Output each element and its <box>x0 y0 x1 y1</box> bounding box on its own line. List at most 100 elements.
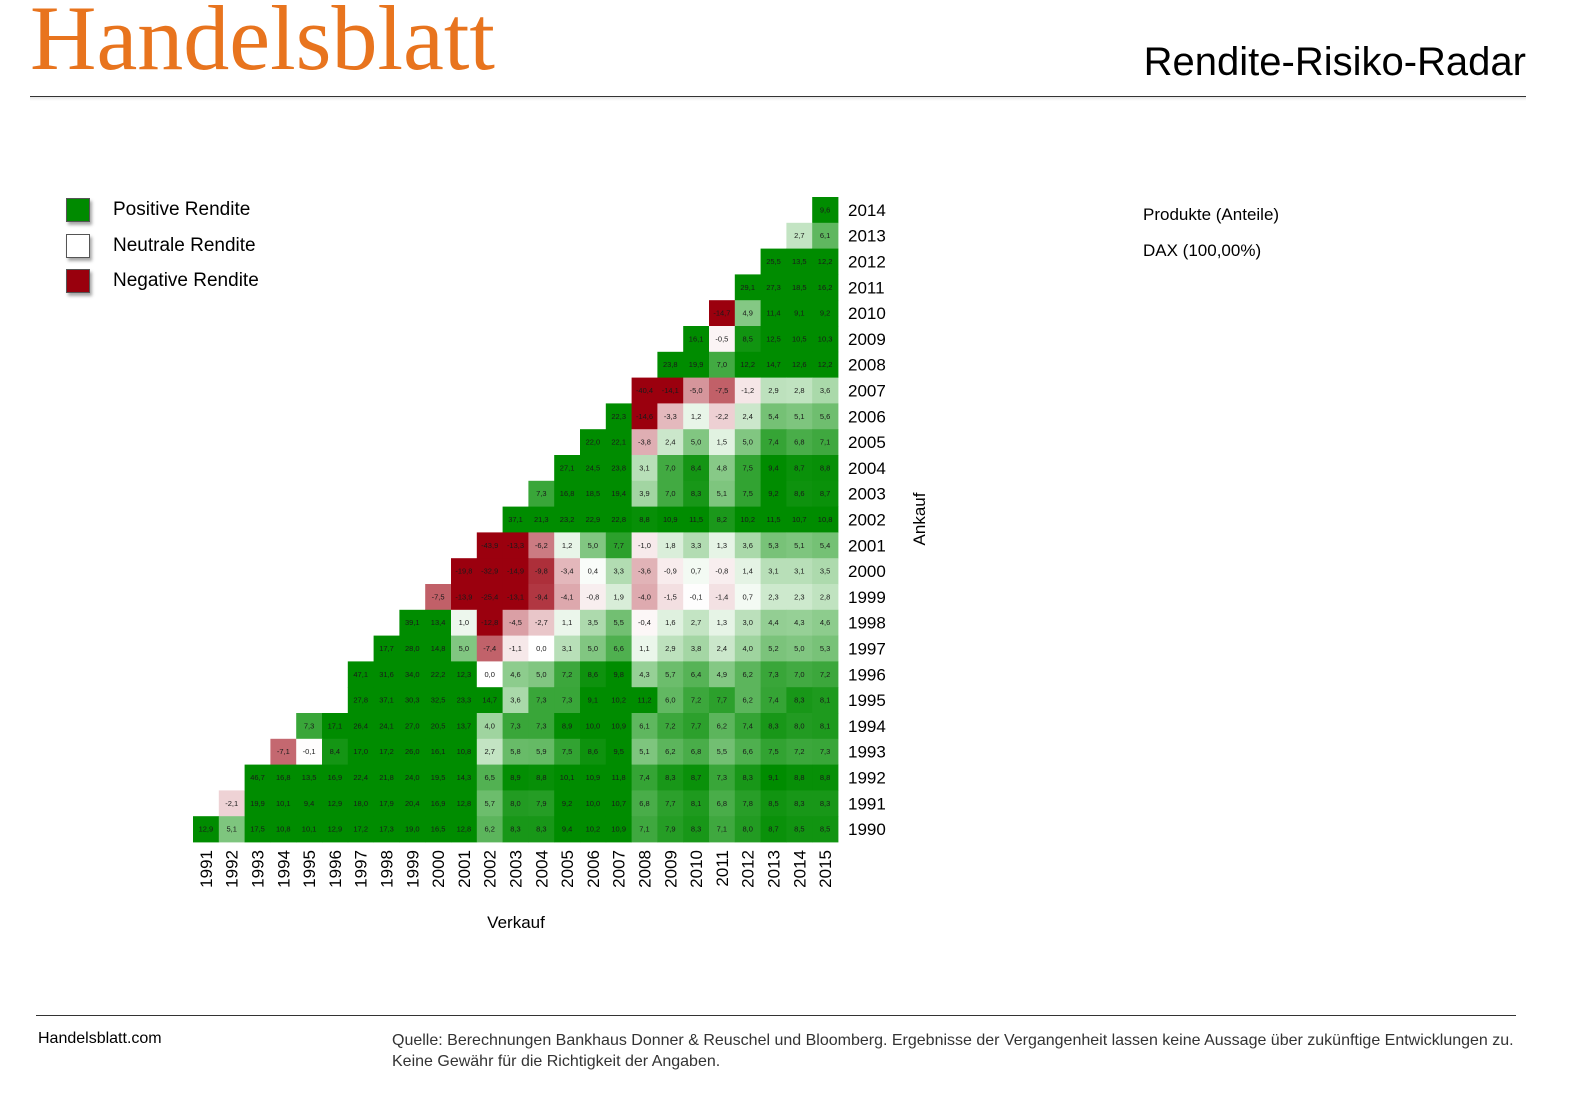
y-tick-label: 1992 <box>848 769 886 788</box>
heatmap-cell-label: -4,0 <box>638 592 651 601</box>
heatmap-cell-label: 6,2 <box>742 696 752 705</box>
heatmap-cell <box>528 480 555 507</box>
y-tick-label: 1990 <box>848 820 886 839</box>
heatmap-cell <box>709 816 736 843</box>
heatmap-cell <box>786 532 813 559</box>
heatmap-cell <box>554 609 581 636</box>
heatmap-cell-label: 5,1 <box>226 825 236 834</box>
heatmap-cell-label: 3,6 <box>510 696 520 705</box>
heatmap-cell <box>760 274 787 301</box>
heatmap-cell-label: 5,6 <box>820 412 830 421</box>
heatmap-cell <box>683 661 710 688</box>
heatmap-cell-label: 23,8 <box>611 463 626 472</box>
heatmap-cell-label: 7,1 <box>717 825 727 834</box>
heatmap-cell-label: -40,4 <box>636 386 653 395</box>
heatmap-cell-label: -0,8 <box>715 567 728 576</box>
heatmap-cell-label: 13,4 <box>431 618 446 627</box>
heatmap-cell <box>786 222 813 249</box>
heatmap-cell <box>528 609 555 636</box>
heatmap-cell-label: 8,0 <box>794 721 804 730</box>
heatmap-cell-label: -14,9 <box>507 567 524 576</box>
heatmap-cell-label: 19,9 <box>250 799 265 808</box>
heatmap-cell-label: 3,6 <box>820 386 830 395</box>
heatmap-cell <box>347 713 374 740</box>
heatmap-cell <box>631 738 658 765</box>
heatmap-cell-label: 18,5 <box>586 489 601 498</box>
heatmap-cell-label: 5,4 <box>768 412 778 421</box>
heatmap-cell <box>760 687 787 714</box>
heatmap-cell-label: 37,1 <box>379 696 394 705</box>
heatmap-cell <box>605 455 632 482</box>
heatmap-cell <box>812 532 839 559</box>
heatmap-cell-label: 1,8 <box>665 541 675 550</box>
y-tick-label: 1999 <box>848 588 886 607</box>
heatmap-cell <box>373 790 400 817</box>
heatmap-cell <box>476 635 503 662</box>
heatmap-cell <box>812 351 839 378</box>
heatmap-cell <box>554 764 581 791</box>
handelsblatt-logo[interactable]: Handelsblatt <box>30 0 495 89</box>
heatmap-cell <box>476 609 503 636</box>
heatmap-cell <box>580 713 607 740</box>
heatmap-cell-label: 22,1 <box>611 438 626 447</box>
heatmap-cell-label: 11,5 <box>766 515 780 524</box>
heatmap-cell-label: 12,8 <box>457 799 472 808</box>
heatmap-cell-label: 6,5 <box>484 773 494 782</box>
heatmap-cell-label: 2,9 <box>665 644 675 653</box>
heatmap-cell-label: 4,0 <box>742 644 752 653</box>
heatmap-cell <box>709 558 736 585</box>
heatmap-cell-label: 17,0 <box>353 747 368 756</box>
heatmap-cell-label: 1,2 <box>562 541 572 550</box>
heatmap-cell-label: 27,0 <box>405 721 420 730</box>
x-tick-label: 2004 <box>532 850 551 888</box>
heatmap-cell-label: 22,3 <box>611 412 626 421</box>
heatmap-cell-label: 8,8 <box>536 773 546 782</box>
x-tick-label: 2005 <box>558 850 577 888</box>
heatmap-cell-label: 6,2 <box>717 721 727 730</box>
heatmap-cell <box>812 816 839 843</box>
products-item: DAX (100,00%) <box>1143 241 1262 260</box>
heatmap-cell-label: 14,7 <box>482 696 497 705</box>
heatmap-cell-label: 22,9 <box>586 515 601 524</box>
heatmap-cell <box>605 403 632 430</box>
heatmap-cell <box>631 609 658 636</box>
heatmap-cell-label: 10,1 <box>560 773 575 782</box>
heatmap-cell <box>605 661 632 688</box>
heatmap-cell-label: -7,1 <box>277 747 290 756</box>
heatmap-cell <box>554 661 581 688</box>
heatmap-cell <box>631 816 658 843</box>
footer-site-link[interactable]: Handelsblatt.com <box>38 1030 162 1047</box>
x-tick-label: 2001 <box>455 850 474 888</box>
heatmap-cell <box>502 764 529 791</box>
heatmap-cell-label: 2,9 <box>768 386 778 395</box>
heatmap-cell <box>502 816 529 843</box>
heatmap-cell-label: 4,0 <box>484 721 494 730</box>
heatmap-cell-label: 8,5 <box>794 825 804 834</box>
heatmap-cell <box>451 584 478 611</box>
heatmap-cell-label: 31,6 <box>379 670 394 679</box>
heatmap-cell-label: 13,5 <box>302 773 317 782</box>
y-tick-label: 2006 <box>848 407 886 426</box>
heatmap-cell <box>709 790 736 817</box>
heatmap-cell-label: 6,2 <box>742 670 752 679</box>
heatmap-cell <box>399 713 426 740</box>
heatmap-cell-label: 5,7 <box>665 670 675 679</box>
heatmap-cell-label: 3,5 <box>820 567 830 576</box>
heatmap-cell <box>580 661 607 688</box>
heatmap-cell-label: 3,1 <box>794 567 804 576</box>
x-tick-label: 2011 <box>713 850 732 887</box>
heatmap-cell-label: -7,5 <box>432 592 445 601</box>
heatmap-cell <box>683 532 710 559</box>
heatmap-cell-label: 12,9 <box>328 825 343 834</box>
heatmap-cell-label: 7,2 <box>691 696 701 705</box>
heatmap-cell-label: 7,5 <box>742 463 752 472</box>
x-tick-label: 1993 <box>249 850 268 888</box>
heatmap-cell-label: 27,8 <box>353 696 368 705</box>
heatmap-cell-label: 7,2 <box>820 670 830 679</box>
heatmap-cell-label: 7,1 <box>820 438 830 447</box>
heatmap-cell-label: 26,4 <box>353 721 368 730</box>
heatmap-cell-label: 8,3 <box>691 825 701 834</box>
heatmap-cell-label: 5,1 <box>717 489 727 498</box>
heatmap-cell <box>786 609 813 636</box>
heatmap-cell-label: 7,9 <box>536 799 546 808</box>
